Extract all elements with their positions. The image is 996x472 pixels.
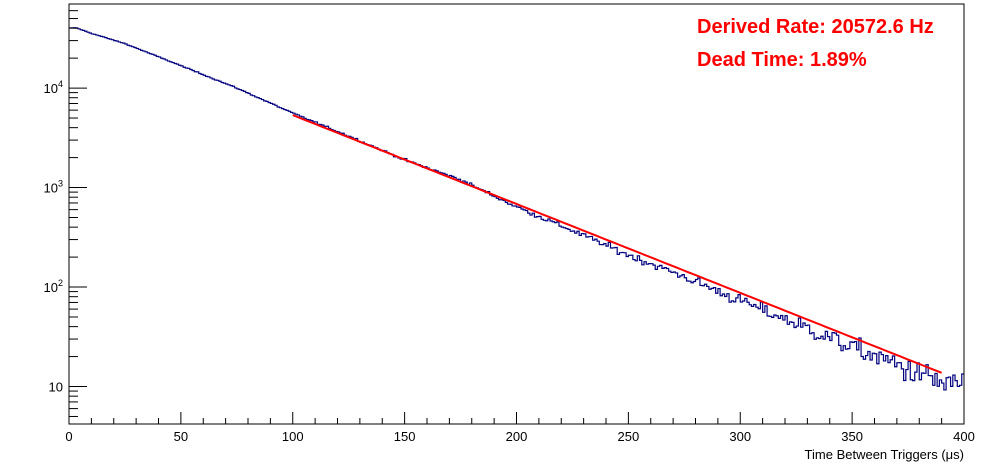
x-tick-label: 150 [394,429,416,444]
histogram-series [69,27,964,391]
x-tick-label: 50 [174,429,188,444]
y-tick-label: 102 [44,278,63,295]
fit-layer [292,114,942,374]
x-tick-label: 250 [618,429,640,444]
x-tick-label: 200 [506,429,528,444]
axes: 0 50 100 150 200 250 300 350 400 10 102 103 104 [44,3,975,444]
annotation-dead-time: Dead Time: 1.89% [697,49,867,71]
x-tick-label: 400 [953,429,975,444]
fit-line [292,114,942,374]
plot-frame [68,3,965,425]
x-axis-title: Time Between Triggers (μs) [805,447,964,462]
histogram-layer [69,27,964,391]
y-tick-label: 104 [44,79,63,96]
x-tick-label: 0 [65,429,72,444]
x-tick-label: 350 [841,429,863,444]
x-tick-label: 100 [282,429,304,444]
annotation-derived-rate: Derived Rate: 20572.6 Hz [697,16,934,38]
x-tick-label: 300 [729,429,751,444]
y-tick-label: 10 [49,380,63,395]
y-tick-label: 103 [44,179,63,196]
